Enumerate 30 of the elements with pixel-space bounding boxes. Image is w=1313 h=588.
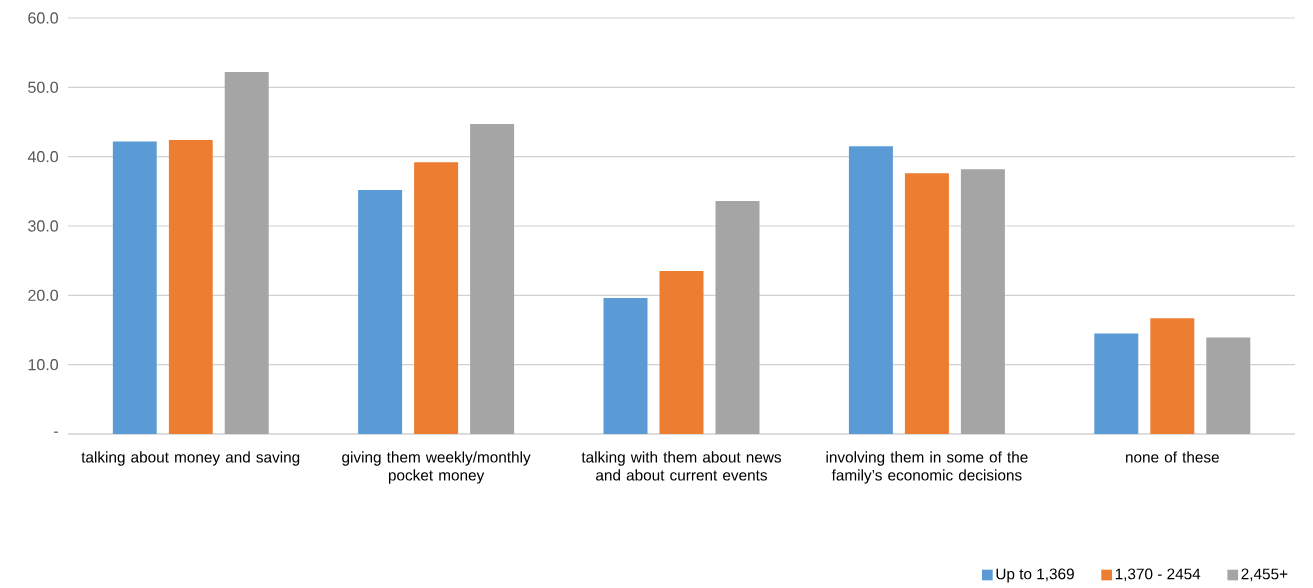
x-tick-label: none of these xyxy=(1126,451,1219,463)
bar xyxy=(224,72,269,434)
bar xyxy=(1206,337,1251,434)
y-tick-label: 30.0 xyxy=(28,220,59,232)
x-tick-label: talking with them about news and about current events xyxy=(581,451,782,481)
bar xyxy=(904,173,949,434)
x-tick-label: involving them in some of the family’s economic decisions xyxy=(826,451,1028,484)
bar xyxy=(470,124,515,434)
bar xyxy=(603,298,648,434)
bar xyxy=(112,141,157,434)
bar xyxy=(715,201,760,434)
bar xyxy=(1150,318,1195,434)
legend-label: 1,370 - 2454 xyxy=(1115,568,1201,582)
y-tick-label: 60.0 xyxy=(28,12,59,24)
y-tick-label: 10.0 xyxy=(28,359,59,371)
bar xyxy=(659,271,704,434)
legend-label: 2,455+ xyxy=(1241,568,1288,582)
bar xyxy=(848,146,893,434)
bar xyxy=(960,169,1005,434)
y-tick-label: 20.0 xyxy=(28,289,59,301)
x-tick-label: talking about money and saving xyxy=(81,451,300,466)
y-tick-label: 50.0 xyxy=(28,81,59,93)
x-tick-label: giving them weekly/monthly pocket money xyxy=(342,451,531,484)
y-tick-label: - xyxy=(54,431,58,433)
bar xyxy=(358,189,403,434)
legend-label: Up to 1,369 xyxy=(996,568,1074,583)
bar xyxy=(1094,333,1139,434)
y-tick-label: 40.0 xyxy=(27,151,59,163)
bar xyxy=(414,162,459,434)
bar xyxy=(168,140,213,434)
